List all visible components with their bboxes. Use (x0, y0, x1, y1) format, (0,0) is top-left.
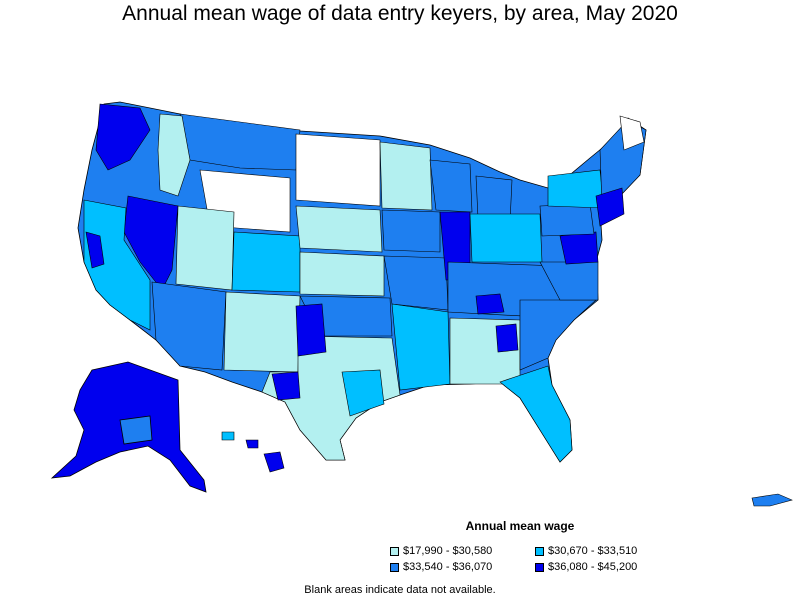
legend-title: Annual mean wage (465, 519, 575, 533)
map-regions (83, 103, 647, 463)
region-dc-baltimore (559, 231, 599, 265)
legend-swatch-3 (390, 562, 399, 572)
region-new-york (547, 169, 605, 209)
region-el-paso (271, 371, 301, 401)
region-missouri (383, 255, 449, 311)
region-georgia-carolinas (519, 299, 597, 371)
region-kansas (299, 251, 385, 297)
region-texas (261, 335, 401, 461)
region-nashville (475, 293, 505, 315)
puerto-rico-island (751, 493, 793, 507)
region-wisconsin (429, 159, 473, 213)
legend-item-2: $30,670 - $33,510 (535, 545, 637, 557)
legend-label-4: $36,080 - $45,200 (548, 561, 638, 573)
region-ohio (469, 213, 543, 263)
alaska (50, 361, 207, 493)
region-arizona (151, 281, 227, 371)
legend-item-1: $17,990 - $30,580 (390, 545, 492, 557)
region-boston-nyc (595, 187, 625, 227)
legend-item-3: $33,540 - $36,070 (390, 561, 492, 573)
legend-label-2: $30,670 - $33,510 (548, 545, 638, 557)
region-minnesota (379, 141, 433, 211)
hawaii (221, 431, 285, 473)
alaska-anchorage (119, 415, 153, 445)
map-title: Annual mean wage of data entry keyers, b… (122, 2, 678, 25)
puerto-rico (751, 493, 793, 507)
hawaii-island-maui (245, 439, 259, 449)
region-maine (619, 115, 645, 151)
legend-swatch-1 (390, 546, 399, 556)
hawaii-island-oahu (221, 431, 235, 441)
region-new-mexico (223, 291, 301, 373)
region-atlanta (495, 323, 519, 353)
region-dakotas (295, 133, 381, 207)
region-pacific-northwest (95, 103, 151, 171)
legend-swatch-4 (535, 562, 544, 572)
legend-label-3: $33,540 - $36,070 (403, 561, 493, 573)
data-availability-note: Blank areas indicate data not available. (304, 584, 496, 596)
region-bay-area (85, 231, 105, 269)
hawaii-island-main (263, 451, 285, 473)
region-florida (499, 365, 573, 463)
region-iowa (381, 209, 441, 253)
legend-swatch-2 (535, 546, 544, 556)
region-arkansas-louisiana (391, 303, 451, 391)
region-utah (175, 205, 235, 291)
region-pennsylvania (539, 203, 595, 237)
region-dallas (295, 303, 327, 357)
region-houston (341, 369, 385, 417)
region-nebraska (295, 205, 383, 253)
region-idaho (157, 113, 191, 197)
legend-item-4: $36,080 - $45,200 (535, 561, 637, 573)
region-california (83, 199, 151, 331)
legend-label-1: $17,990 - $30,580 (403, 545, 493, 557)
region-colorado (231, 231, 301, 293)
